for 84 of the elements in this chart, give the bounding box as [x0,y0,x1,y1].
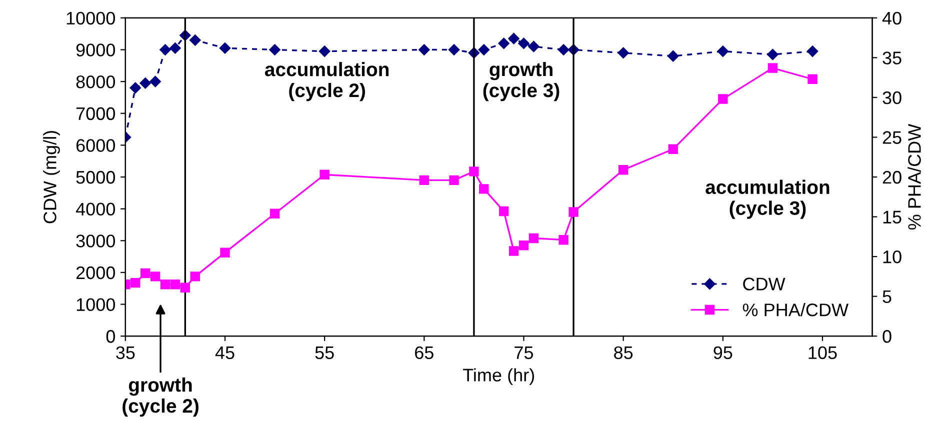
y2-tick-label: 5 [882,290,892,304]
point [479,184,489,194]
point [618,164,628,175]
y-tick-label: 9000 [76,44,115,56]
x-axis-title: Time (hr) [462,368,534,386]
x-tick-label: 95 [714,346,732,360]
y-tick-label: 6000 [76,139,115,152]
y2-tick-label: 0 [882,330,892,343]
point [419,175,430,186]
point [808,74,818,84]
y-tick-label: 1000 [76,298,115,312]
y-axis-title: CDW (mg/l) [43,130,60,224]
point [190,272,200,282]
point [718,94,728,104]
y2-tick-label: 10 [883,250,902,264]
point [768,63,778,73]
point [318,46,330,57]
point [140,268,150,278]
y-tick-label: 0 [106,330,115,343]
point [160,44,171,56]
point [668,50,679,62]
point [558,234,568,245]
point [269,44,280,56]
y-tick-label: 4000 [76,202,115,216]
x-tick-label: 105 [808,346,837,360]
point [219,42,231,54]
point [180,282,190,292]
y-tick-label: 2000 [76,266,115,280]
point [170,280,180,290]
y2-tick-label: 40 [882,12,902,25]
point [130,278,140,288]
point [478,44,490,56]
y-tick-label: 3000 [76,234,115,248]
point [160,280,170,290]
point [140,78,151,89]
point [518,240,529,250]
y2-tick-label: 25 [882,131,902,144]
y-tick-label: 8000 [76,75,115,88]
y-tick-label: 7000 [76,107,115,120]
point [618,47,629,58]
point [150,76,161,88]
y-tick-label: 10000 [66,12,115,25]
point [469,166,479,176]
legend-label: % PHA/CDW [742,303,848,316]
annotation: growth (cycle 3) [483,62,560,102]
annotation: accumulation (cycle 2) [264,62,389,102]
legend-label: CDW [743,278,786,290]
x-tick-label: 45 [215,346,234,360]
x-tick-label: 75 [514,346,534,360]
point [170,42,181,54]
point [449,175,459,186]
x-tick-label: 85 [614,346,633,360]
x-tick-label: 55 [315,346,334,360]
point [767,48,778,60]
y2-tick-label: 35 [882,52,902,64]
point [717,46,729,57]
point [806,46,818,57]
text: growth (cycle 2) [122,377,198,417]
point [528,40,540,52]
y2-tick-label: 30 [882,91,902,104]
x-tick-label: 35 [116,346,135,360]
point [130,82,141,94]
point [498,206,509,216]
point [528,233,539,244]
x-tick-label: 65 [415,346,434,360]
point [418,44,430,56]
point [518,38,530,49]
point [150,272,160,282]
y2-axis-title: % PHA/CDW [908,124,921,230]
point [508,32,520,44]
point [668,144,678,154]
point [220,248,230,258]
point [568,207,578,217]
point [498,38,510,49]
point [508,246,519,256]
point [320,170,330,180]
annotation: accumulation (cycle 3) [706,180,830,219]
point [190,34,201,46]
y2-tick-label: 15 [883,210,902,224]
point [270,208,280,218]
y-tick-label: 5000 [76,170,115,184]
y2-tick-label: 20 [882,170,902,184]
point [448,44,460,56]
point [558,44,570,56]
